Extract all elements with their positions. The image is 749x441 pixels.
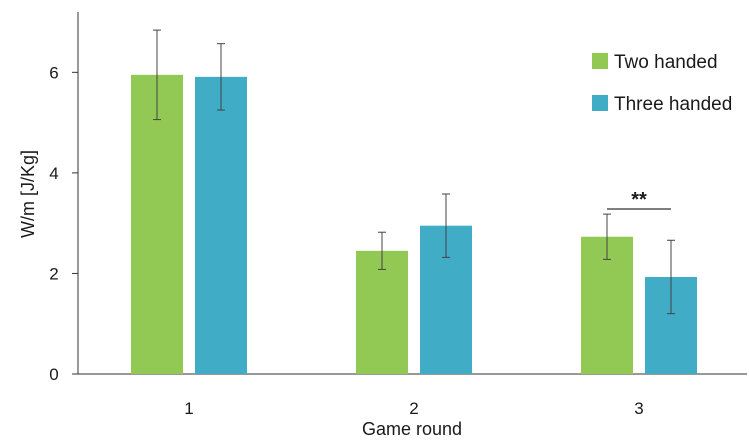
legend-label: Two handed [614,52,718,73]
bar [356,250,408,374]
legend: Two handed Three handed [592,52,732,115]
x-tick-label: 3 [634,399,643,418]
x-tick-label: 2 [409,399,418,418]
legend-swatch [592,95,608,111]
significance-label: ** [631,189,647,211]
y-tick-label: 2 [49,264,58,283]
y-axis-title: W/m [J/Kg] [18,150,38,238]
bar [131,74,183,374]
y-tick-label: 0 [49,365,58,384]
bar [195,76,247,374]
y-tick-label: 4 [49,164,58,183]
legend-label: Three handed [614,94,732,115]
bars [131,74,697,374]
y-tick-labels: 0 2 4 6 [49,63,78,384]
x-tick-label: 1 [184,399,193,418]
y-tick-label: 6 [49,63,58,82]
significance-annotation: ** [607,189,671,211]
x-tick-labels: 1 2 3 [184,399,643,418]
legend-swatch [592,53,608,69]
x-axis-title: Game round [362,419,462,439]
error-bars [153,29,675,315]
